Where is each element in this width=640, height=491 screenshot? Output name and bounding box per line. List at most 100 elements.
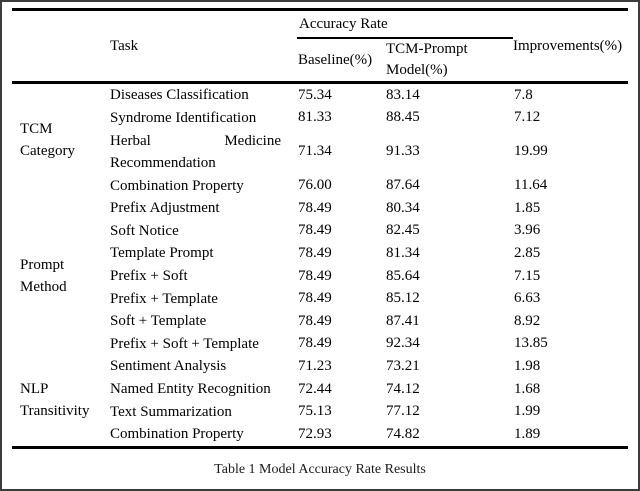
baseline-cell: 75.13 <box>298 403 332 420</box>
model-cell: 81.34 <box>386 244 420 261</box>
table-body: TCM Category Diseases Classification 75.34 8… <box>12 83 628 448</box>
model-cell: 73.21 <box>386 357 420 374</box>
improvement-cell: 1.68 <box>514 380 541 397</box>
table-row: Named Entity Recognition 72.44 74.12 1.68 <box>12 378 628 401</box>
table-row: Text Summarization 75.13 77.12 1.99 <box>12 400 628 423</box>
baseline-cell: 71.23 <box>298 357 332 374</box>
category-header-spacer <box>12 38 110 84</box>
table-row: TCM Category Diseases Classification 75.34 8… <box>12 83 628 160</box>
task-cell: Syndrome Identification <box>110 109 257 126</box>
task-cell: Prefix + Template <box>110 290 218 307</box>
table-row: Prefix + Soft 78.49 85.64 7.15 <box>12 265 628 288</box>
improvement-cell: 7.8 <box>514 86 533 103</box>
model-cell: 82.45 <box>386 222 420 239</box>
column-header-tcm-prompt-model: TCM-Prompt Model(%) <box>385 38 514 84</box>
model-header-line2: Model(%) <box>386 62 448 78</box>
results-table: Task Accuracy Rate Improvements(%) Basel… <box>12 8 629 449</box>
column-header-improvements: Improvements(%) <box>513 9 629 84</box>
baseline-cell: 78.49 <box>298 290 332 307</box>
task-cell: Soft + Template <box>110 313 207 330</box>
task-cell: Herbal Medicine Recommendation <box>110 132 281 171</box>
baseline-cell: 71.34 <box>298 143 332 160</box>
improvement-cell: 7.12 <box>514 109 541 126</box>
task-cell: Text Summarization <box>110 403 232 420</box>
baseline-cell: 75.34 <box>298 86 332 103</box>
baseline-cell: 78.49 <box>298 222 332 239</box>
task-cell: Sentiment Analysis <box>110 358 227 375</box>
task-cell: Prefix + Soft <box>110 268 188 285</box>
category-line: Category <box>20 143 75 160</box>
table-row: Soft + Template 78.49 87.41 8.92 <box>12 310 628 333</box>
improvement-cell: 2.85 <box>514 244 541 261</box>
baseline-cell: 78.49 <box>298 312 332 329</box>
task-cell: Diseases Classification <box>110 87 249 104</box>
model-cell: 80.34 <box>386 199 420 216</box>
model-cell: 87.41 <box>386 312 420 329</box>
baseline-cell: 81.33 <box>298 109 332 126</box>
category-line: Prompt <box>20 257 65 274</box>
table-row: Soft Notice 78.49 82.45 3.96 <box>12 220 628 243</box>
category-cell: NLP Transitivity <box>12 355 110 447</box>
task-cell: Combination Property <box>110 426 244 443</box>
baseline-cell: 78.49 <box>298 267 332 284</box>
category-cell: TCM Category <box>12 83 110 197</box>
baseline-cell: 76.00 <box>298 177 332 194</box>
model-header-line1: TCM-Prompt <box>386 41 468 57</box>
header-row-top: Task Accuracy Rate Improvements(%) <box>12 9 629 84</box>
improvement-cell: 11.64 <box>514 177 548 194</box>
task-cell: Combination Property <box>110 177 244 194</box>
category-cell: Prompt Method <box>12 197 110 355</box>
baseline-cell: 72.93 <box>298 425 332 442</box>
table-header: Task Accuracy Rate Improvements(%) Basel… <box>12 9 629 84</box>
task-cell: Template Prompt <box>110 245 214 262</box>
model-cell: 92.34 <box>386 335 420 352</box>
category-header-spacer <box>12 10 110 39</box>
table-row: Prefix + Template 78.49 85.12 6.63 <box>12 287 628 310</box>
improvement-cell: 8.92 <box>514 312 541 329</box>
improvement-cell: 19.99 <box>514 143 548 160</box>
task-cell: Named Entity Recognition <box>110 381 271 398</box>
category-line: TCM <box>20 121 53 138</box>
column-header-accuracy-rate: Accuracy Rate <box>297 9 514 39</box>
table-row: Combination Property 72.93 74.82 1.89 <box>12 423 628 447</box>
table-row: Herbal Medicine Recommendation 71.34 91.33… <box>12 129 628 174</box>
table-row: Prefix + Soft + Template 78.49 92.34 13.85 <box>12 333 628 356</box>
improvement-cell: 1.89 <box>514 425 541 442</box>
improvement-cell: 3.96 <box>514 222 541 239</box>
task-cell: Prefix Adjustment <box>110 200 220 217</box>
model-cell: 74.12 <box>386 380 420 397</box>
baseline-cell: 78.49 <box>298 335 332 352</box>
improvement-cell: 1.98 <box>514 357 541 374</box>
column-header-baseline: Baseline(%) <box>297 38 385 84</box>
category-line: Method <box>20 279 67 296</box>
table-row: Prompt Method Prefix Adjustment 78.49 80.34 1… <box>12 197 628 295</box>
model-cell: 87.64 <box>386 177 420 194</box>
table-row: Combination Property 76.00 87.64 11.64 <box>12 174 628 197</box>
improvement-cell: 13.85 <box>514 335 548 352</box>
baseline-cell: 78.49 <box>298 244 332 261</box>
improvement-cell: 7.15 <box>514 267 541 284</box>
column-header-task: Task <box>110 9 297 84</box>
header-row-sub: Baseline(%) TCM-Prompt Model(%) <box>12 38 628 84</box>
baseline-cell: 78.49 <box>298 199 332 216</box>
task-cell: Prefix + Soft + Template <box>110 335 259 352</box>
model-cell: 77.12 <box>386 403 420 420</box>
improvement-cell: 1.85 <box>514 199 541 216</box>
model-cell: 88.45 <box>386 109 420 126</box>
category-line: Transitivity <box>20 403 90 420</box>
model-cell: 85.12 <box>386 290 420 307</box>
task-cell: Soft Notice <box>110 222 179 239</box>
table-caption: Table 1 Model Accuracy Rate Results <box>214 461 426 477</box>
improvement-cell: 1.99 <box>514 403 541 420</box>
model-cell: 74.82 <box>386 425 420 442</box>
model-cell: 91.33 <box>386 143 420 160</box>
table-row: NLP Transitivity Sentiment Analysis 71.23 73… <box>12 355 628 419</box>
category-line: NLP <box>20 381 49 398</box>
model-cell: 85.64 <box>386 267 420 284</box>
improvement-cell: 6.63 <box>514 290 541 307</box>
table-row: Template Prompt 78.49 81.34 2.85 <box>12 242 628 265</box>
model-cell: 83.14 <box>386 86 420 103</box>
table-row: Syndrome Identification 81.33 88.45 7.12 <box>12 107 628 130</box>
baseline-cell: 72.44 <box>298 380 332 397</box>
